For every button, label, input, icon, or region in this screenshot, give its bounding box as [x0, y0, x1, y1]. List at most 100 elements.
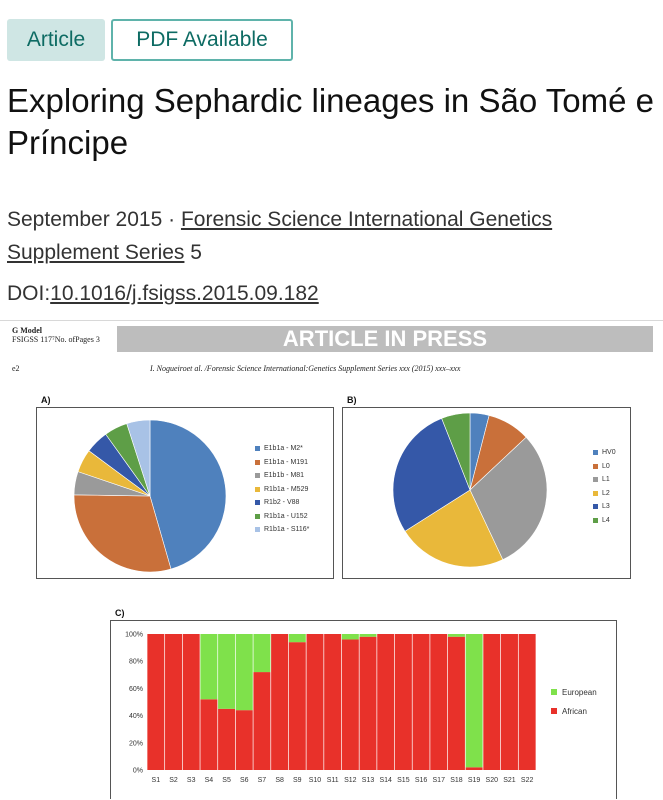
bar-european-s9	[288, 634, 306, 643]
pie-b-slice-l4	[441, 412, 471, 491]
pie-a-legend-swatch	[255, 500, 260, 506]
panel-c-label: C)	[115, 608, 125, 618]
pie-chart-b	[392, 412, 548, 568]
pie-b-legend-item: HV0	[593, 446, 616, 460]
pdf-preview-image[interactable]: G Model FSIGSS 117⁷No. ofPages 3 ARTICLE…	[0, 322, 663, 800]
pie-b-legend-label: L4	[602, 516, 610, 524]
pie-a-legend-item: E1b1a - M2*	[255, 442, 309, 456]
bar-african-s1	[147, 634, 165, 770]
x-tick-label: S19	[468, 777, 481, 784]
x-tick-label: S2	[169, 777, 178, 784]
x-tick-label: S17	[433, 777, 446, 784]
bar-legend-swatch	[551, 689, 557, 695]
panel-a: A) E1b1a - M2* E1b1a - M191 E1b1b - M81 R1b…	[36, 395, 334, 579]
pie-a-legend-item: R1b1a - U152	[255, 510, 309, 524]
pie-b-legend-swatch	[593, 477, 598, 483]
bar-african-s7	[253, 672, 271, 770]
panel-b: B) HV0 L0 L1 L2 L3 L4	[342, 395, 631, 579]
y-tick-label: 20%	[129, 740, 143, 747]
y-tick-label: 100%	[125, 632, 143, 639]
doi-link[interactable]: 10.1016/j.fsigss.2015.09.182	[50, 282, 319, 305]
article-type-badge[interactable]: Article	[7, 19, 105, 61]
pie-a-legend-label: R1b1a - U152	[264, 512, 308, 520]
pie-b-legend-item: L4	[593, 514, 616, 528]
bar-european-s5	[218, 634, 236, 709]
pie-b-slice-l2	[404, 489, 504, 568]
pie-a-legend-swatch	[255, 446, 260, 452]
x-tick-label: S4	[205, 777, 214, 784]
x-tick-label: S3	[187, 777, 196, 784]
bar-legend-label: European	[562, 688, 597, 697]
badge-row: Article PDF Available	[7, 19, 293, 61]
pie-b-legend-label: L0	[602, 462, 610, 470]
legend-b: HV0 L0 L1 L2 L3 L4	[593, 446, 616, 527]
bar-african-s9	[288, 642, 306, 770]
bar-legend-label: African	[562, 707, 587, 716]
bar-african-s3	[182, 634, 200, 770]
bar-african-s21	[500, 634, 518, 770]
x-tick-label: S11	[327, 777, 339, 784]
pie-a-slice-e1b1a-m2	[149, 419, 227, 570]
pie-b-legend-item: L3	[593, 500, 616, 514]
pie-b-slice-l3	[392, 418, 471, 532]
bar-legend-swatch	[551, 708, 557, 714]
pie-b-legend-label: L1	[602, 476, 610, 484]
pdf-available-button[interactable]: PDF Available	[111, 19, 293, 61]
pie-b-legend-item: L2	[593, 487, 616, 501]
bar-african-s16	[412, 634, 430, 770]
x-tick-label: S5	[222, 777, 231, 784]
pie-b-legend-swatch	[593, 450, 598, 456]
bar-african-s17	[430, 634, 448, 770]
meta-separator: ·	[162, 208, 181, 231]
divider	[0, 320, 663, 321]
doi-label: DOI:	[7, 282, 51, 305]
pie-a-legend-item: R1b2 - V88	[255, 496, 309, 510]
bar-african-s20	[483, 634, 501, 770]
bar-african-s13	[359, 636, 377, 770]
bar-african-s6	[235, 710, 253, 770]
x-tick-label: S7	[258, 777, 267, 784]
bar-african-s18	[447, 636, 465, 770]
y-tick-label: 40%	[129, 713, 143, 720]
bar-european-s19	[465, 634, 483, 768]
gmodel-line2: FSIGSS 117⁷No. ofPages 3	[12, 335, 100, 344]
bar-european-s18	[447, 634, 465, 637]
pie-a-legend-label: R1b1a - M529	[264, 485, 309, 493]
bar-african-s15	[394, 634, 412, 770]
pie-a-legend-label: R1b2 - V88	[264, 499, 300, 507]
pie-a-legend-label: R1b1a - S116*	[264, 526, 310, 534]
bar-european-s13	[359, 634, 377, 637]
gmodel-header: G Model FSIGSS 117⁷No. ofPages 3	[12, 326, 100, 344]
pie-b-legend-swatch	[593, 517, 598, 523]
bar-european-s6	[235, 634, 253, 711]
pie-a-slice-r1b1a-s116	[126, 419, 151, 497]
journal-link[interactable]: Forensic Science International Genetics …	[7, 208, 553, 264]
gmodel-line1: G Model	[12, 326, 42, 335]
bar-european-s7	[253, 634, 271, 673]
pie-a-legend-swatch	[255, 473, 260, 479]
x-tick-label: S9	[293, 777, 302, 784]
bar-african-s12	[341, 639, 359, 770]
bar-african-s4	[200, 699, 218, 770]
pie-a-legend-label: E1b1a - M2*	[264, 445, 303, 453]
x-tick-label: S6	[240, 777, 249, 784]
pie-a-legend-item: R1b1a - M529	[255, 483, 309, 497]
x-tick-label: S22	[521, 777, 534, 784]
page-title: Exploring Sephardic lineages in São Tomé…	[7, 82, 654, 161]
x-tick-label: S20	[486, 777, 499, 784]
journal-volume: 5	[184, 241, 202, 264]
page-number: e2	[12, 364, 20, 373]
pie-a-legend-item: E1b1a - M191	[255, 456, 309, 470]
x-tick-label: S18	[450, 777, 463, 784]
pie-a-slice-e1b1a-m191	[73, 494, 172, 573]
pie-b-legend-label: HV0	[602, 449, 616, 457]
panel-a-label: A)	[41, 395, 51, 405]
pie-b-legend-swatch	[593, 504, 598, 510]
pie-a-legend-label: E1b1b - M81	[264, 472, 305, 480]
pie-chart-a	[73, 419, 227, 573]
bar-european-s12	[341, 634, 359, 640]
pie-a-legend-swatch	[255, 459, 260, 465]
bar-african-s2	[165, 634, 183, 770]
pie-b-legend-swatch	[593, 490, 598, 496]
pie-b-legend-label: L2	[602, 489, 610, 497]
